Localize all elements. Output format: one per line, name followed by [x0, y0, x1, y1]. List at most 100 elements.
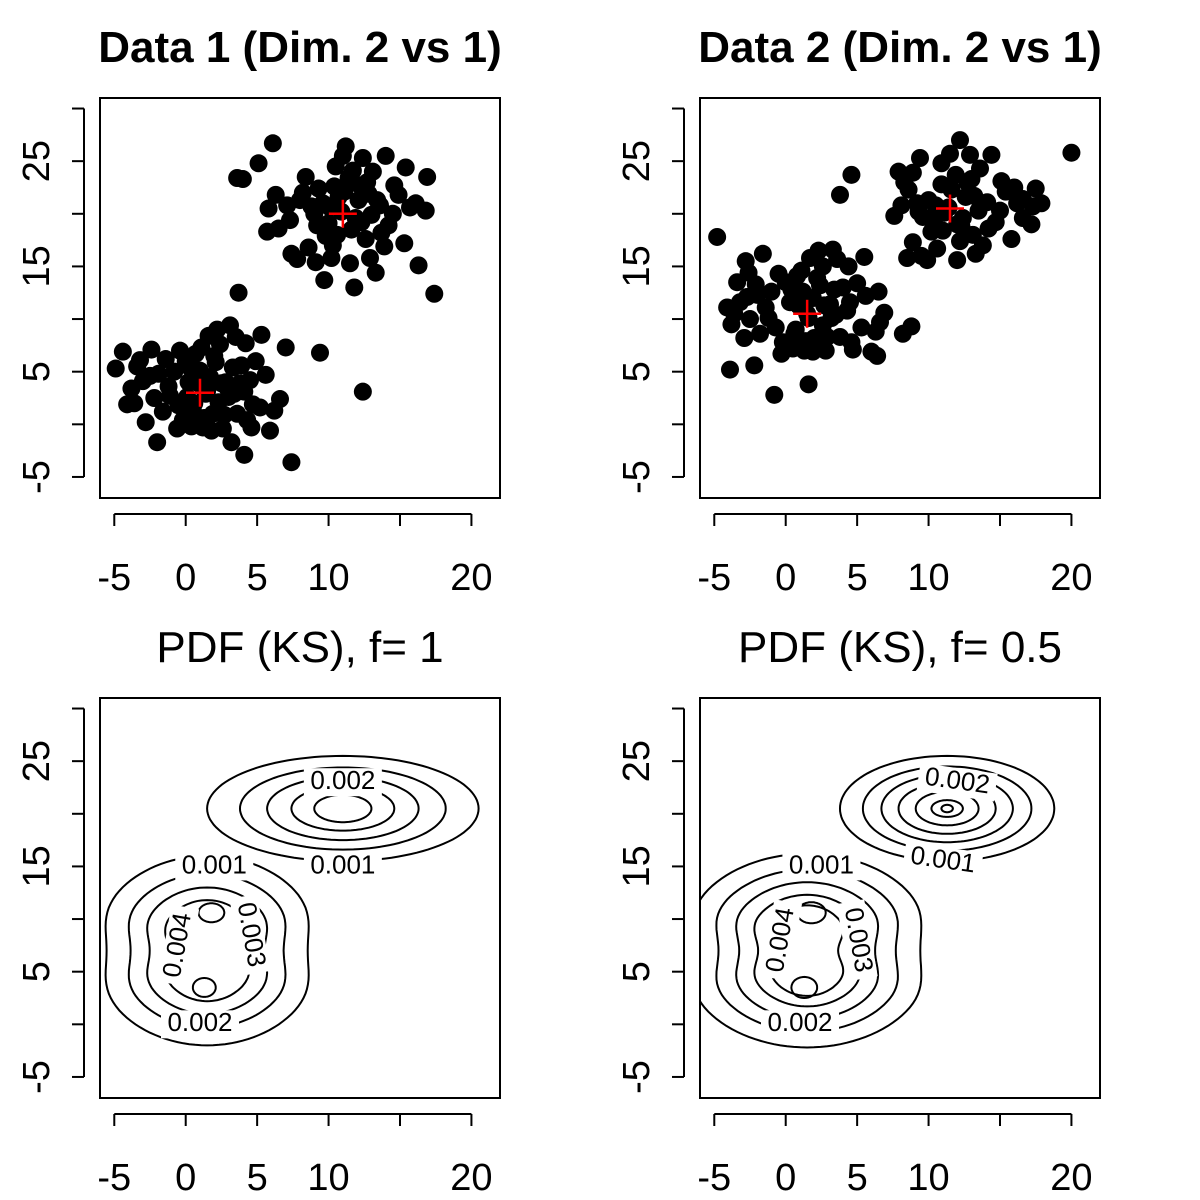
contour-line [940, 803, 955, 814]
data-point [261, 421, 279, 440]
data-point [1002, 230, 1021, 249]
data-point [336, 137, 355, 156]
data-point [982, 145, 1001, 164]
y-tick-label: 5 [616, 961, 658, 982]
y-tick-label: 25 [616, 740, 658, 782]
data-point [375, 237, 394, 256]
y-axis: -5 5 15 25 [616, 707, 685, 1094]
contour-label-bg [161, 1010, 239, 1039]
contour-label: 0.002 [767, 1007, 832, 1037]
y-tick-label: -5 [616, 460, 658, 494]
data-point [229, 283, 248, 302]
data-point [902, 317, 921, 336]
data-point [265, 401, 284, 420]
contour-line [206, 754, 480, 863]
contour-label-bg [782, 852, 861, 881]
data-point [106, 359, 125, 378]
data-point [148, 433, 167, 452]
y-tick-label: 15 [16, 845, 58, 887]
contour-line [197, 902, 226, 924]
data-point [728, 273, 747, 292]
data-point [903, 163, 922, 182]
data-point [291, 191, 309, 210]
contour-line [191, 977, 217, 998]
data-point [818, 327, 837, 346]
data-point [335, 182, 354, 201]
data-point [379, 216, 398, 235]
data-point [933, 221, 952, 240]
data-point [986, 213, 1005, 232]
data-point [222, 433, 241, 452]
x-axis: -5 0 5 10 20 [697, 1113, 1093, 1199]
x-tick-label: 10 [907, 557, 949, 599]
data-point [128, 357, 147, 376]
contour-label-bg [761, 1010, 839, 1039]
x-tick-label: -5 [97, 1157, 131, 1199]
data-point [848, 274, 867, 293]
data-point [256, 365, 275, 384]
data-point [948, 251, 967, 270]
data-point [215, 405, 234, 424]
contour-line [735, 881, 880, 1021]
y-axis: -5 5 15 25 [616, 107, 685, 494]
data-point [869, 282, 888, 301]
x-tick-label: 10 [907, 1157, 949, 1199]
data-point [738, 287, 757, 306]
contour-label-bg [303, 768, 382, 797]
x-axis: -5 0 5 10 20 [97, 513, 493, 599]
data-point [932, 154, 951, 173]
y-axis: -5 5 15 25 [16, 707, 85, 1094]
contour-label-bg [916, 762, 998, 802]
data-point [366, 263, 385, 282]
data-point [759, 309, 778, 327]
data-point [1062, 143, 1081, 162]
data-point [918, 251, 937, 270]
data-point [841, 293, 859, 312]
plot-frame [99, 697, 501, 1099]
x-tick-label: 0 [775, 557, 796, 599]
data-point [288, 250, 307, 269]
cluster-center-marker [936, 194, 964, 223]
y-tick-label: 25 [616, 140, 658, 182]
data-point [282, 453, 301, 472]
data-point [353, 382, 372, 401]
contour-line [861, 765, 1033, 852]
data-point [306, 253, 325, 272]
data-point [389, 185, 408, 204]
data-point [795, 341, 814, 360]
panel-1: Data 1 (Dim. 2 vs 1) -5 0 5 10 20 -5 5 15 25 [16, 23, 502, 599]
x-tick-label: 5 [247, 557, 268, 599]
data-point [156, 350, 175, 369]
contour-line [753, 893, 861, 1008]
x-axis: -5 0 5 10 20 [697, 513, 1093, 599]
data-point [136, 413, 155, 432]
x-tick-label: 5 [247, 1157, 268, 1199]
data-point [773, 333, 792, 352]
data-point [178, 387, 197, 406]
data-point [762, 282, 781, 301]
data-point [315, 271, 334, 290]
contour-line [238, 766, 447, 851]
data-point [353, 149, 372, 167]
data-point [193, 418, 212, 437]
x-tick-label: -5 [697, 557, 731, 599]
data-point [395, 234, 414, 253]
y-tick-label: 5 [616, 361, 658, 382]
y-tick-label: 5 [16, 361, 58, 382]
data-point [352, 213, 371, 232]
data-point [799, 375, 818, 394]
data-point [328, 225, 347, 244]
contour-label: 0.001 [310, 849, 375, 879]
data-point [231, 374, 249, 393]
data-point [951, 131, 969, 150]
data-point [186, 344, 205, 363]
contour-label-bg [836, 899, 878, 981]
x-tick-label: 0 [175, 1157, 196, 1199]
contour-label: 0.002 [310, 765, 375, 795]
data-point [826, 305, 845, 324]
x-tick-label: 20 [450, 557, 492, 599]
data-point [142, 340, 161, 359]
data-point [345, 278, 364, 297]
chart-title: Data 1 (Dim. 2 vs 1) [98, 23, 502, 72]
